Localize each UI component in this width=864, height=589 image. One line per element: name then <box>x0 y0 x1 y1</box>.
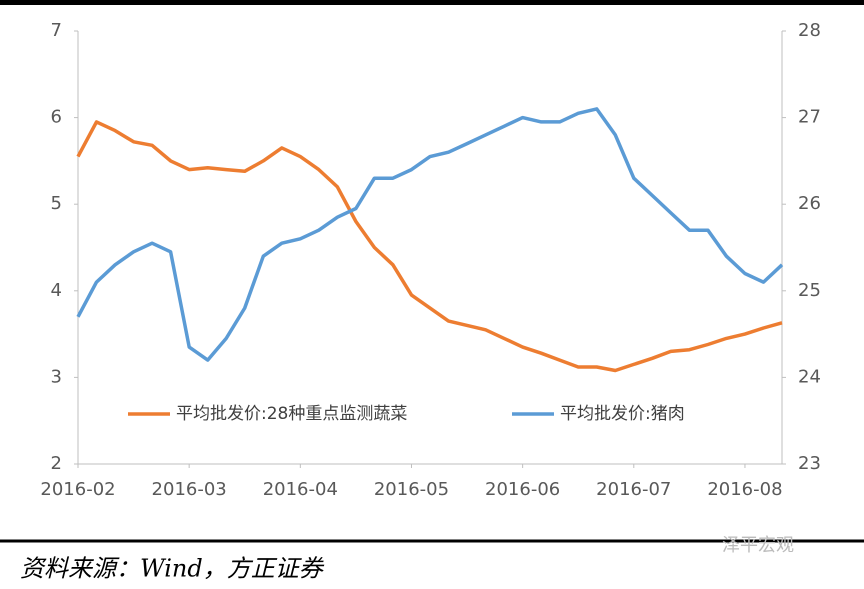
x-tick-label: 2016-07 <box>596 479 671 500</box>
x-tick-label: 2016-05 <box>374 479 449 500</box>
y2-tick-label: 23 <box>798 453 821 474</box>
line-series <box>76 107 784 362</box>
x-tick-label: 2016-03 <box>152 479 227 500</box>
x-tick-label: 2016-06 <box>485 479 560 500</box>
watermark: 泽平宏观 <box>722 535 794 556</box>
legend-label: 平均批发价:猪肉 <box>560 404 685 424</box>
y-tick-label: 2 <box>51 453 62 474</box>
y2-tick-label: 26 <box>798 193 821 214</box>
y2-tick-label: 25 <box>798 280 821 301</box>
y-tick-label: 7 <box>51 20 62 41</box>
y2-tick-label: 27 <box>798 107 821 128</box>
y2-tick-label: 28 <box>798 20 821 41</box>
y-tick-label: 4 <box>51 280 62 301</box>
line-series <box>76 120 783 373</box>
x-tick-label: 2016-04 <box>263 479 338 500</box>
y-tick-label: 3 <box>51 366 62 387</box>
legend-label: 平均批发价:28种重点监测蔬菜 <box>176 404 407 424</box>
top-bar <box>0 0 864 5</box>
x-tick-label: 2016-02 <box>40 479 115 500</box>
source: 资料来源：Wind，方正证券 <box>20 555 325 583</box>
y-tick-label: 6 <box>51 107 62 128</box>
y2-tick-label: 24 <box>798 366 821 387</box>
y-tick-label: 5 <box>51 193 62 214</box>
x-tick-label: 2016-08 <box>707 479 782 500</box>
